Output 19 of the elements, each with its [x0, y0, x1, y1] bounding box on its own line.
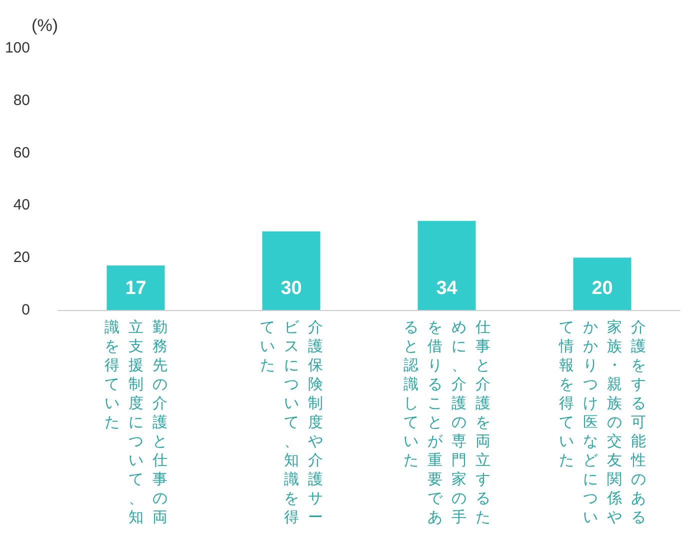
y-tick-label: 100 [4, 40, 30, 56]
y-tick-label: 40 [13, 196, 30, 214]
data-label: 34 [436, 278, 458, 299]
y-tick-label: 20 [13, 249, 30, 266]
bar [418, 220, 476, 310]
bar [262, 231, 320, 310]
y-tick-label: 0 [22, 302, 30, 318]
y-axis-title: (%) [32, 16, 58, 35]
data-label: 17 [125, 278, 146, 299]
data-label: 30 [280, 278, 302, 299]
category-label: 介護をする可能性のある家族・親族の交友関係やかかりつけ医などについて情報を得ていた [558, 318, 646, 526]
y-tick-label: 60 [13, 144, 30, 162]
category-label: 勤務先の介護と仕事の両立支援制度について、知識を得ていた [104, 318, 168, 526]
bar [106, 265, 165, 310]
y-tick-label: 80 [13, 92, 30, 109]
bar [573, 258, 632, 310]
category-label: 仕事と介護を両立するために、介護の専門家の手を借りることが重要であると認識していた [403, 318, 490, 526]
data-label: 20 [592, 278, 613, 299]
category-label: 介護保険制度や介護サービスについて、知識を得ていた [260, 318, 323, 526]
